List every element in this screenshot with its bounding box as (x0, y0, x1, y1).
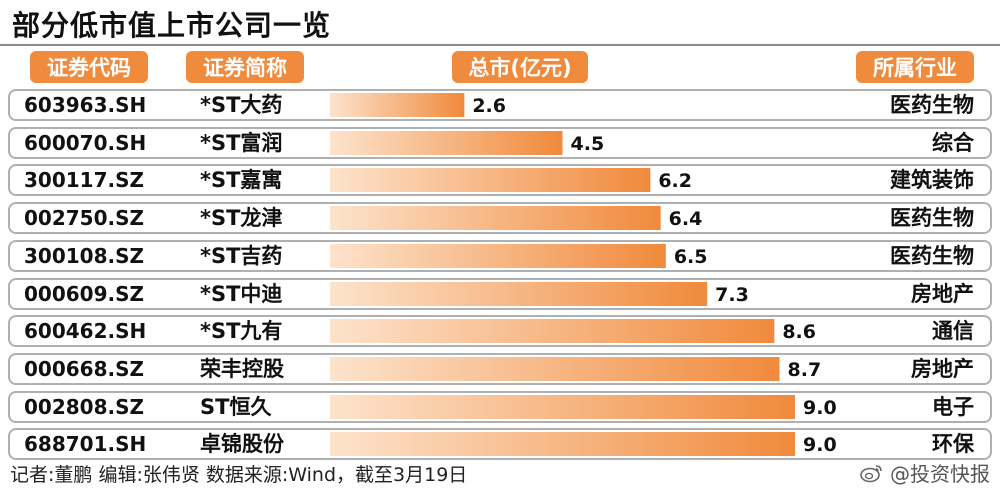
bar (330, 432, 795, 456)
bar-area: 7.3 (330, 282, 749, 306)
table-row: 6.4 002750.SZ *ST龙津 医药生物 (8, 202, 992, 234)
watermark-text: @投资快报 (890, 462, 990, 486)
industry-label: 建筑装饰 (890, 168, 974, 192)
bar (330, 168, 651, 192)
header-industry: 所属行业 (856, 51, 974, 83)
table-row: 2.6 603963.SH *ST大药 医药生物 (8, 89, 992, 121)
security-name: *ST中迪 (200, 282, 283, 306)
security-code: 600462.SH (24, 319, 147, 343)
bar-area: 4.5 (330, 131, 605, 155)
bar (330, 357, 780, 381)
security-code: 300108.SZ (24, 244, 144, 268)
data-label: 9.0 (803, 434, 837, 456)
table-row: 4.5 600070.SH *ST富润 综合 (8, 127, 992, 159)
security-name: *ST嘉寓 (200, 168, 283, 192)
bar (330, 395, 795, 419)
bar (330, 206, 661, 230)
industry-label: 电子 (932, 395, 974, 419)
watermark: @投资快报 (860, 458, 990, 487)
security-name: *ST富润 (200, 131, 283, 155)
security-code: 000668.SZ (24, 357, 144, 381)
security-code: 002750.SZ (24, 206, 144, 230)
industry-label: 医药生物 (890, 93, 974, 117)
table-row: 9.0 688701.SH 卓锦股份 环保 (8, 428, 992, 460)
security-code: 300117.SZ (24, 168, 144, 192)
bar-area: 2.6 (330, 93, 506, 117)
security-name: ST恒久 (200, 395, 272, 419)
security-name: *ST吉药 (200, 244, 283, 268)
page-title: 部分低市值上市公司一览 (12, 9, 332, 42)
table-row: 8.7 000668.SZ 荣丰控股 房地产 (8, 353, 992, 385)
industry-label: 房地产 (911, 282, 974, 306)
security-code: 000609.SZ (24, 282, 144, 306)
table-row: 8.6 600462.SH *ST九有 通信 (8, 315, 992, 347)
security-code: 603963.SH (24, 93, 147, 117)
industry-label: 医药生物 (890, 206, 974, 230)
data-label: 6.2 (658, 170, 692, 192)
security-name: *ST九有 (200, 319, 283, 343)
data-label: 6.5 (674, 246, 708, 268)
security-name: 卓锦股份 (200, 432, 284, 456)
bar (330, 131, 563, 155)
bar-area: 8.7 (330, 357, 822, 381)
header-value: 总市(亿元) (452, 51, 588, 83)
table-row: 7.3 000609.SZ *ST中迪 房地产 (8, 278, 992, 310)
bar (330, 282, 708, 306)
bar-area: 6.5 (330, 244, 708, 268)
security-name: *ST龙津 (200, 206, 283, 230)
footer-credits: 记者:董鹏 编辑:张伟贤 数据来源:Wind，截至3月19日 (10, 464, 468, 486)
data-label: 7.3 (715, 284, 749, 306)
bar (330, 319, 775, 343)
bar-area: 6.4 (330, 206, 703, 230)
data-label: 8.7 (788, 359, 822, 381)
header-name: 证券简称 (186, 51, 304, 83)
security-name: 荣丰控股 (200, 357, 284, 381)
industry-label: 综合 (932, 131, 974, 155)
bar-area: 8.6 (330, 319, 816, 343)
bar (330, 93, 465, 117)
bar-area: 6.2 (330, 168, 692, 192)
security-code: 600070.SH (24, 131, 147, 155)
title-divider (0, 44, 1000, 46)
data-label: 9.0 (803, 397, 837, 419)
data-label: 6.4 (669, 208, 703, 230)
industry-label: 房地产 (911, 357, 974, 381)
table-row: 6.2 300117.SZ *ST嘉寓 建筑装饰 (8, 164, 992, 196)
weibo-icon (860, 464, 882, 482)
industry-label: 医药生物 (890, 244, 974, 268)
industry-label: 通信 (932, 319, 974, 343)
table-row: 9.0 002808.SZ ST恒久 电子 (8, 391, 992, 423)
bar-area: 9.0 (330, 395, 837, 419)
industry-label: 环保 (932, 432, 974, 456)
bar (330, 244, 666, 268)
header-code: 证券代码 (30, 51, 148, 83)
security-code: 002808.SZ (24, 395, 144, 419)
security-name: *ST大药 (200, 93, 283, 117)
data-label: 4.5 (571, 133, 605, 155)
bar-area: 9.0 (330, 432, 837, 456)
data-label: 8.6 (782, 321, 816, 343)
data-label: 2.6 (472, 95, 506, 117)
table-row: 6.5 300108.SZ *ST吉药 医药生物 (8, 240, 992, 272)
security-code: 688701.SH (24, 432, 147, 456)
